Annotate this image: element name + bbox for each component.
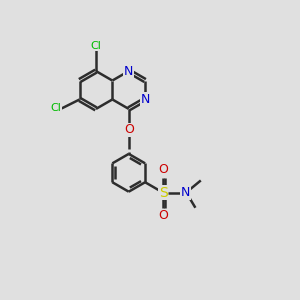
Text: O: O — [124, 123, 134, 136]
Text: N: N — [124, 64, 134, 78]
Text: O: O — [158, 163, 168, 176]
Text: N: N — [140, 93, 150, 106]
Text: N: N — [181, 186, 190, 199]
Text: S: S — [159, 186, 168, 200]
Text: Cl: Cl — [51, 103, 62, 113]
Text: Cl: Cl — [91, 40, 101, 51]
Text: O: O — [158, 209, 168, 222]
